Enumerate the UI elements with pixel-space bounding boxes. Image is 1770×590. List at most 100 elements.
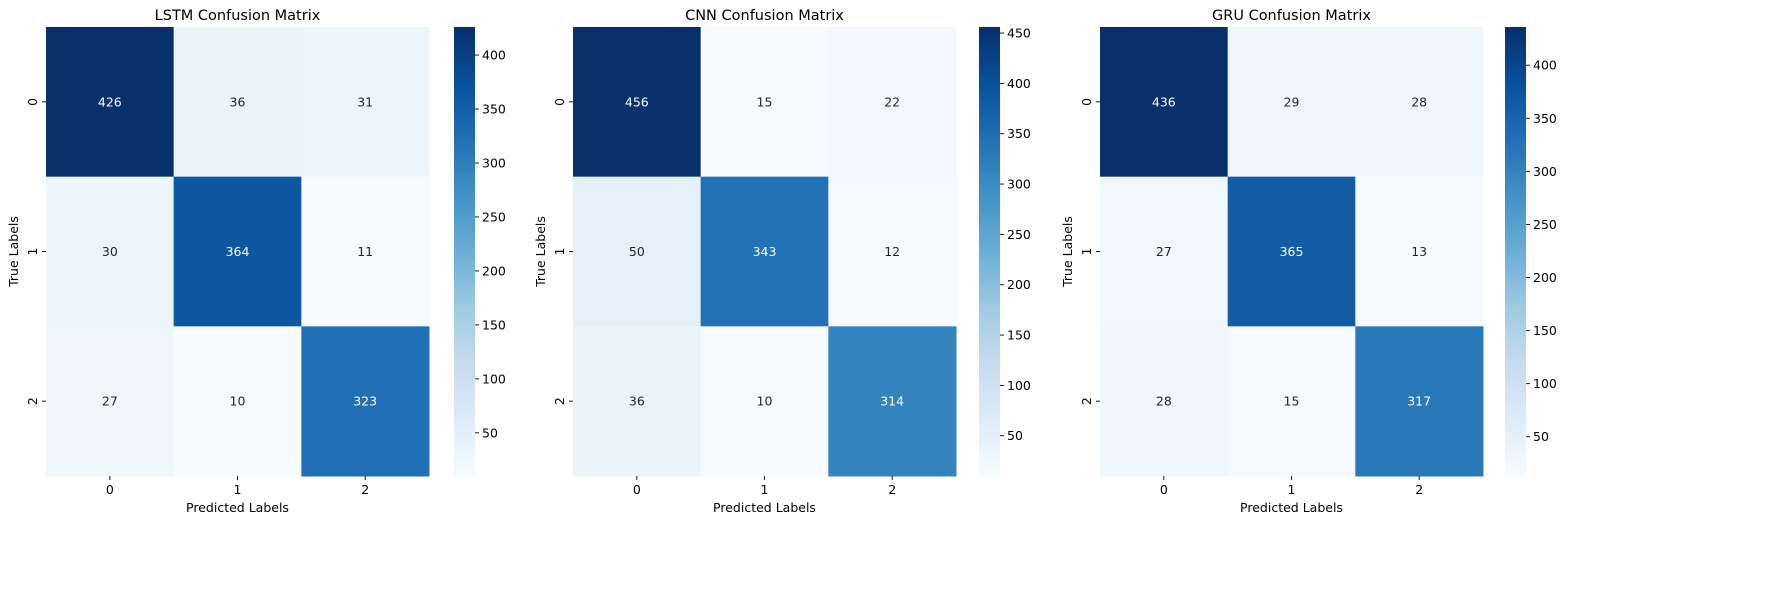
colorbar-segment	[979, 161, 1000, 167]
colorbar-segment	[1505, 326, 1526, 331]
colorbar-segment	[979, 217, 1000, 223]
y-tick-label: 0	[25, 98, 40, 106]
colorbar-segment	[454, 191, 475, 196]
colorbar-segment	[1505, 142, 1526, 148]
colorbar-segment	[454, 438, 475, 443]
colorbar-segment	[979, 109, 1000, 114]
colorbar-segment	[979, 64, 1000, 69]
colorbar-segment	[979, 105, 1000, 110]
colorbar-segment	[1505, 98, 1526, 103]
colorbar-tick-label: 400	[1007, 76, 1031, 91]
colorbar-segment	[454, 217, 475, 223]
cell-value-r1-c2: 11	[357, 244, 373, 259]
colorbar-segment	[454, 453, 475, 458]
colorbar-segment	[1505, 300, 1526, 305]
colorbar-segment	[454, 412, 475, 417]
colorbar-segment	[1505, 184, 1526, 189]
colorbar-segment	[1505, 281, 1526, 286]
colorbar-segment	[979, 442, 1000, 447]
cell-value-r1-c1: 364	[226, 244, 250, 259]
colorbar-segment	[1505, 431, 1526, 436]
colorbar-segment	[454, 348, 475, 354]
heatmap-cell-r1-c2	[301, 176, 430, 327]
colorbar-segment	[1505, 262, 1526, 268]
colorbar-segment	[454, 236, 475, 241]
colorbar-segment	[454, 262, 475, 268]
colorbar-segment	[454, 318, 475, 324]
colorbar-segment	[454, 34, 475, 39]
colorbar-segment	[1505, 371, 1526, 376]
colorbar-tick-label: 400	[1533, 58, 1557, 73]
colorbar-segment	[454, 165, 475, 170]
colorbar-segment	[1505, 128, 1526, 133]
colorbar-segment	[1505, 446, 1526, 451]
colorbar-segment	[1505, 139, 1526, 144]
colorbar-segment	[1505, 41, 1526, 47]
colorbar-segment	[979, 393, 1000, 399]
colorbar-tick-label: 50	[1533, 429, 1549, 444]
colorbar-segment	[1505, 244, 1526, 249]
colorbar-segment	[454, 221, 475, 226]
x-tick-label: 0	[1160, 482, 1168, 497]
colorbar-tick-label: 250	[482, 209, 506, 224]
colorbar-segment	[454, 416, 475, 421]
cell-value-r1-c2: 12	[884, 244, 900, 259]
colorbar-segment	[454, 393, 475, 399]
colorbar-segment	[979, 142, 1000, 148]
cell-value-r1-c2: 13	[1411, 244, 1427, 259]
colorbar-segment	[979, 90, 1000, 95]
heatmap-cell-r0-c2	[1355, 27, 1484, 178]
colorbar-segment	[1505, 161, 1526, 167]
x-tick-label: 0	[633, 482, 641, 497]
x-tick-label: 2	[888, 482, 896, 497]
colorbar-segment	[454, 184, 475, 189]
colorbar-segment	[1505, 360, 1526, 365]
colorbar-segment	[1505, 60, 1526, 66]
colorbar-segment	[979, 356, 1000, 361]
colorbar-segment	[979, 113, 1000, 118]
colorbar-segment	[979, 38, 1000, 43]
colorbar-segment	[1505, 56, 1526, 62]
colorbar-segment	[454, 131, 475, 137]
colorbar-segment	[1505, 229, 1526, 234]
colorbar-segment	[454, 341, 475, 346]
colorbar-segment	[1505, 285, 1526, 290]
colorbar-segment	[1505, 240, 1526, 245]
colorbar-segment	[454, 30, 475, 36]
colorbar-segment	[979, 408, 1000, 413]
colorbar-segment	[979, 266, 1000, 271]
colorbar-segment	[1505, 247, 1526, 253]
colorbar-segment	[979, 307, 1000, 312]
colorbar-segment	[1505, 75, 1526, 80]
colorbar-segment	[1505, 210, 1526, 215]
colorbar-segment	[979, 341, 1000, 346]
colorbar-segment	[454, 210, 475, 215]
colorbar-segment	[1505, 169, 1526, 174]
colorbar-segment	[979, 367, 1000, 372]
colorbar-segment	[454, 389, 475, 395]
colorbar-segment	[979, 60, 1000, 66]
heatmap-cell-r0-c0	[46, 27, 175, 178]
colorbar-segment	[979, 345, 1000, 350]
colorbar-tick-label: 150	[1007, 328, 1031, 343]
colorbar-segment	[979, 292, 1000, 297]
colorbar-segment	[1505, 311, 1526, 316]
heatmap-cell-r2-c1	[173, 326, 302, 477]
colorbar-segment	[1505, 116, 1526, 122]
colorbar-segment	[1505, 378, 1526, 384]
colorbar-segment	[979, 318, 1000, 324]
colorbar-segment	[454, 326, 475, 331]
colorbar-segment	[454, 423, 475, 428]
colorbar-segment	[454, 360, 475, 365]
cell-value-r2-c2: 317	[1407, 394, 1431, 409]
heatmap-cell-r0-c0	[1100, 27, 1229, 178]
colorbar-segment	[454, 146, 475, 152]
colorbar-segment	[454, 214, 475, 219]
colorbar-segment	[979, 187, 1000, 193]
colorbar-segment	[979, 30, 1000, 36]
colorbar-segment	[979, 94, 1000, 99]
colorbar-segment	[979, 176, 1000, 182]
colorbar-segment	[979, 79, 1000, 84]
colorbar-segment	[979, 202, 1000, 208]
colorbar-segment	[1505, 393, 1526, 399]
